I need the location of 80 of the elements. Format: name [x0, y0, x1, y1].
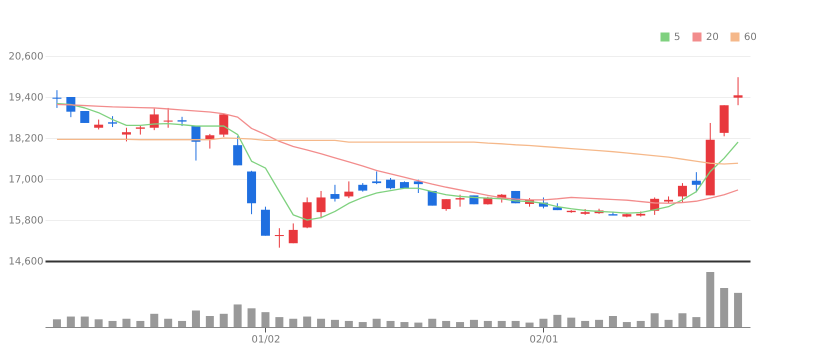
- bar: [289, 318, 298, 327]
- candlestick: [233, 136, 242, 166]
- bar: [66, 316, 75, 327]
- bar: [275, 317, 284, 327]
- bar: [108, 320, 117, 327]
- candlestick: [316, 190, 326, 219]
- bar: [553, 314, 562, 327]
- bar: [150, 314, 158, 327]
- candlestick: [80, 110, 90, 124]
- bar: [692, 317, 700, 327]
- bar: [372, 318, 381, 327]
- bar: [442, 320, 450, 327]
- y-tick-label: 14,600: [8, 256, 44, 268]
- bar: [484, 320, 492, 327]
- bar: [220, 314, 228, 327]
- bar: [248, 308, 256, 327]
- bar: [80, 316, 89, 327]
- bar: [358, 322, 367, 327]
- bar: [330, 320, 339, 327]
- bar: [636, 320, 645, 327]
- legend-label: 5: [674, 32, 680, 43]
- bar: [595, 320, 604, 327]
- candlestick: [330, 184, 340, 202]
- candlestick: [692, 172, 701, 193]
- candlestick: [288, 222, 298, 244]
- candlestick: [274, 228, 284, 248]
- bar: [456, 322, 464, 327]
- y-tick-label: 15,800: [8, 216, 44, 226]
- y-tick-label: 18,200: [8, 134, 44, 144]
- bar: [539, 318, 548, 327]
- bar: [581, 320, 590, 327]
- bar: [678, 313, 686, 327]
- candlestick: [344, 180, 354, 199]
- bar: [414, 322, 422, 327]
- candlestick: [164, 107, 173, 128]
- bar: [234, 304, 242, 327]
- bar: [386, 320, 395, 327]
- bar: [94, 319, 103, 327]
- candlestick: [678, 182, 687, 203]
- bar: [608, 316, 617, 327]
- bar: [512, 320, 520, 327]
- candlestick: [52, 90, 62, 108]
- bar: [664, 320, 673, 327]
- candlestick: [178, 116, 187, 127]
- bar: [428, 318, 436, 327]
- bar: [622, 322, 631, 327]
- bar: [122, 318, 130, 327]
- bar: [498, 320, 506, 327]
- candlestick: [94, 119, 104, 130]
- candlestick: [136, 124, 145, 136]
- candlestick: [442, 198, 451, 212]
- bar: [136, 320, 144, 327]
- legend-label: 60: [744, 32, 757, 43]
- y-tick-label: 20,600: [8, 52, 44, 62]
- bar: [178, 320, 186, 327]
- y-tick-label: 17,000: [8, 174, 44, 186]
- bar: [192, 310, 200, 327]
- bar: [526, 322, 534, 327]
- candlestick: [122, 127, 131, 142]
- bar: [52, 319, 61, 327]
- x-tick-label: 02/01: [530, 334, 558, 346]
- bar: [706, 272, 714, 327]
- bar: [567, 318, 576, 327]
- bar: [261, 312, 270, 327]
- candlestick: [386, 177, 396, 190]
- bar: [734, 292, 742, 327]
- bar: [164, 318, 172, 327]
- bar: [650, 313, 659, 327]
- bar: [317, 318, 326, 327]
- bar: [720, 288, 728, 327]
- bar: [470, 320, 478, 327]
- bar: [344, 320, 353, 327]
- bar: [206, 316, 214, 327]
- candlestick: [456, 194, 465, 208]
- x-tick-label: 01/02: [252, 334, 280, 346]
- y-tick-label: 19,400: [8, 92, 44, 104]
- bar: [400, 322, 408, 327]
- bar: [303, 316, 312, 327]
- legend-label: 20: [706, 32, 719, 43]
- candlestick: [150, 108, 159, 131]
